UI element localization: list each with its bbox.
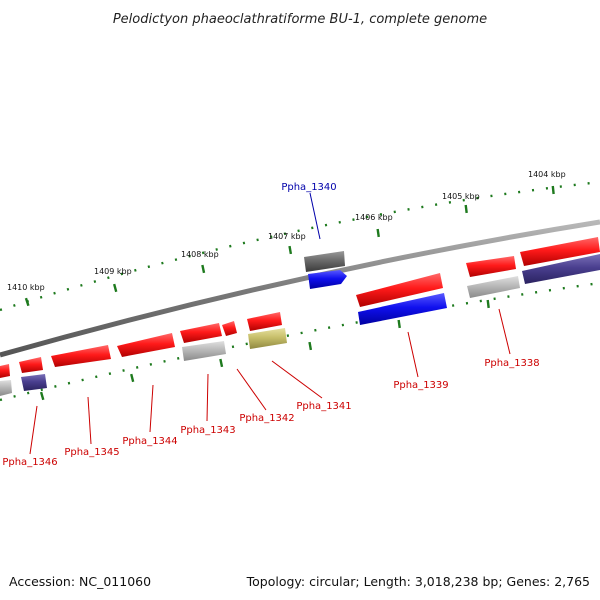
major-tick xyxy=(464,204,468,214)
gene-ppha-1338-a[interactable] xyxy=(466,256,516,277)
gene-ppha-1342[interactable] xyxy=(222,321,237,336)
topology-text: Topology: circular; Length: 3,018,238 bp… xyxy=(246,574,590,589)
gene-upstream-red[interactable] xyxy=(520,237,600,266)
gene-label-ppha-1342[interactable]: Ppha_1342 xyxy=(239,413,294,424)
gene-label-ppha-1338[interactable]: Ppha_1338 xyxy=(484,358,539,369)
scale-label: 1405 kbp xyxy=(442,192,480,201)
leader-line xyxy=(149,384,154,433)
gene-ppha-1341[interactable] xyxy=(247,312,282,331)
major-tick xyxy=(486,299,490,309)
genome-title: Pelodictyon phaeoclathratiforme BU-1, co… xyxy=(113,12,487,27)
gene-label-ppha-1341[interactable]: Ppha_1341 xyxy=(296,401,351,412)
scale-label: 1406 kbp xyxy=(355,213,393,222)
major-tick xyxy=(39,391,45,401)
gene-ppha-1345[interactable] xyxy=(51,345,111,367)
leader-line xyxy=(87,396,92,445)
forward-genes xyxy=(304,251,347,289)
gene-labels: Ppha_1340 Ppha_1338 Ppha_1339 Ppha_1341 … xyxy=(2,182,539,468)
gene-ppha-1338-b[interactable] xyxy=(467,276,520,298)
leader-line xyxy=(29,405,38,455)
outer-major-ticks xyxy=(24,185,555,307)
gene-label-ppha-1346[interactable]: Ppha_1346 xyxy=(2,457,57,468)
major-tick xyxy=(112,283,118,293)
scale-label: 1410 kbp xyxy=(7,283,45,292)
gene-ppha-1339-blue[interactable] xyxy=(358,293,447,325)
gene-ppha-1340[interactable] xyxy=(308,270,347,289)
gene-ppha-1343-gray[interactable] xyxy=(182,341,226,361)
scale-label: 1409 kbp xyxy=(94,267,132,276)
gene-ppha-1340-darkgray[interactable] xyxy=(304,251,345,272)
accession-text: Accession: NC_011060 xyxy=(9,574,151,589)
leader-line xyxy=(498,308,511,355)
scale-label: 1404 kbp xyxy=(528,170,566,179)
scale-labels: 1404 kbp 1405 kbp 1406 kbp 1407 kbp 1408… xyxy=(7,170,566,292)
major-tick xyxy=(551,185,555,195)
leader-line xyxy=(236,368,267,411)
gene-label-ppha-1345[interactable]: Ppha_1345 xyxy=(64,447,119,458)
gene-upstream-purple[interactable] xyxy=(522,254,600,284)
gene-label-ppha-1340[interactable]: Ppha_1340 xyxy=(281,182,336,193)
major-tick xyxy=(376,228,380,238)
gene-ppha-1346-purple[interactable] xyxy=(21,374,47,391)
inner-major-ticks xyxy=(39,299,490,401)
outer-scale-track xyxy=(0,180,600,312)
genome-backbone xyxy=(0,219,600,358)
leader-line xyxy=(407,331,419,378)
major-tick xyxy=(308,341,313,351)
scale-label: 1407 kbp xyxy=(268,232,306,241)
major-tick xyxy=(130,373,135,383)
gene-edge-gray[interactable] xyxy=(0,380,12,396)
gene-ppha-1341-olive[interactable] xyxy=(248,328,287,349)
scale-label: 1408 kbp xyxy=(181,250,219,259)
leader-line xyxy=(206,373,209,422)
major-tick xyxy=(24,297,30,307)
gene-ppha-1346[interactable] xyxy=(19,357,43,373)
gene-ppha-1344[interactable] xyxy=(117,333,175,357)
inner-scale-track xyxy=(0,281,600,402)
major-tick xyxy=(397,319,401,329)
gene-label-ppha-1344[interactable]: Ppha_1344 xyxy=(122,436,177,447)
gene-label-ppha-1343[interactable]: Ppha_1343 xyxy=(180,425,235,436)
leader-line xyxy=(309,192,321,240)
major-tick xyxy=(219,358,224,368)
leader-line xyxy=(271,360,323,399)
gene-ppha-1339[interactable] xyxy=(356,273,443,307)
gene-label-ppha-1339[interactable]: Ppha_1339 xyxy=(393,380,448,391)
gene-ppha-1343[interactable] xyxy=(180,323,222,343)
major-tick xyxy=(201,264,206,274)
leader-lines xyxy=(29,192,511,455)
major-tick xyxy=(288,245,293,255)
reverse-genes xyxy=(0,237,600,396)
gene-edge-red[interactable] xyxy=(0,364,10,378)
